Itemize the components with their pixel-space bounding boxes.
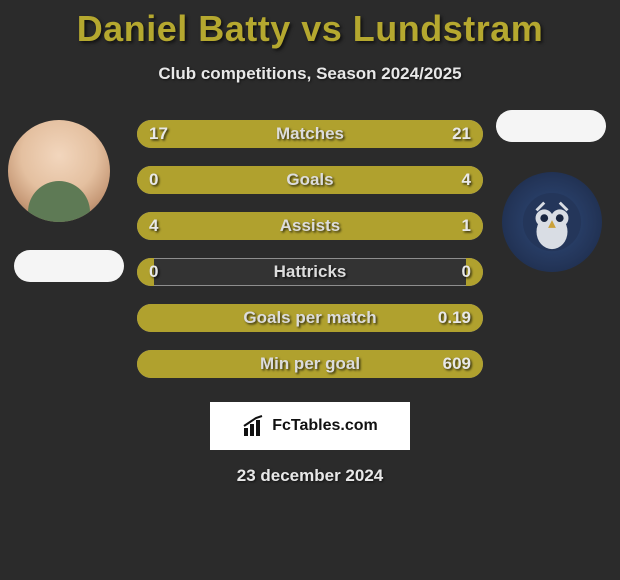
stat-label: Goals per match [137, 304, 483, 332]
stat-row: 04Goals [137, 166, 483, 194]
chart-icon [242, 414, 266, 438]
player-left-pill [14, 250, 124, 282]
page-subtitle: Club competitions, Season 2024/2025 [0, 64, 620, 84]
stat-label: Hattricks [137, 258, 483, 286]
stat-label: Assists [137, 212, 483, 240]
brand-badge: FcTables.com [210, 402, 410, 450]
stat-row: 00Hattricks [137, 258, 483, 286]
stat-bars: 1721Matches 04Goals 41Assists 00Hattricks 0.… [137, 120, 483, 396]
player-right-pill [496, 110, 606, 142]
stat-row: 609Min per goal [137, 350, 483, 378]
owl-icon [521, 191, 583, 253]
player-right-club-badge [502, 172, 602, 272]
stat-row: 41Assists [137, 212, 483, 240]
page-title: Daniel Batty vs Lundstram [0, 0, 620, 50]
player-left-avatar [8, 120, 110, 222]
stat-label: Min per goal [137, 350, 483, 378]
date-stamp: 23 december 2024 [0, 466, 620, 486]
brand-text: FcTables.com [272, 417, 378, 435]
stat-label: Matches [137, 120, 483, 148]
stat-row: 0.19Goals per match [137, 304, 483, 332]
stat-row: 1721Matches [137, 120, 483, 148]
stat-label: Goals [137, 166, 483, 194]
